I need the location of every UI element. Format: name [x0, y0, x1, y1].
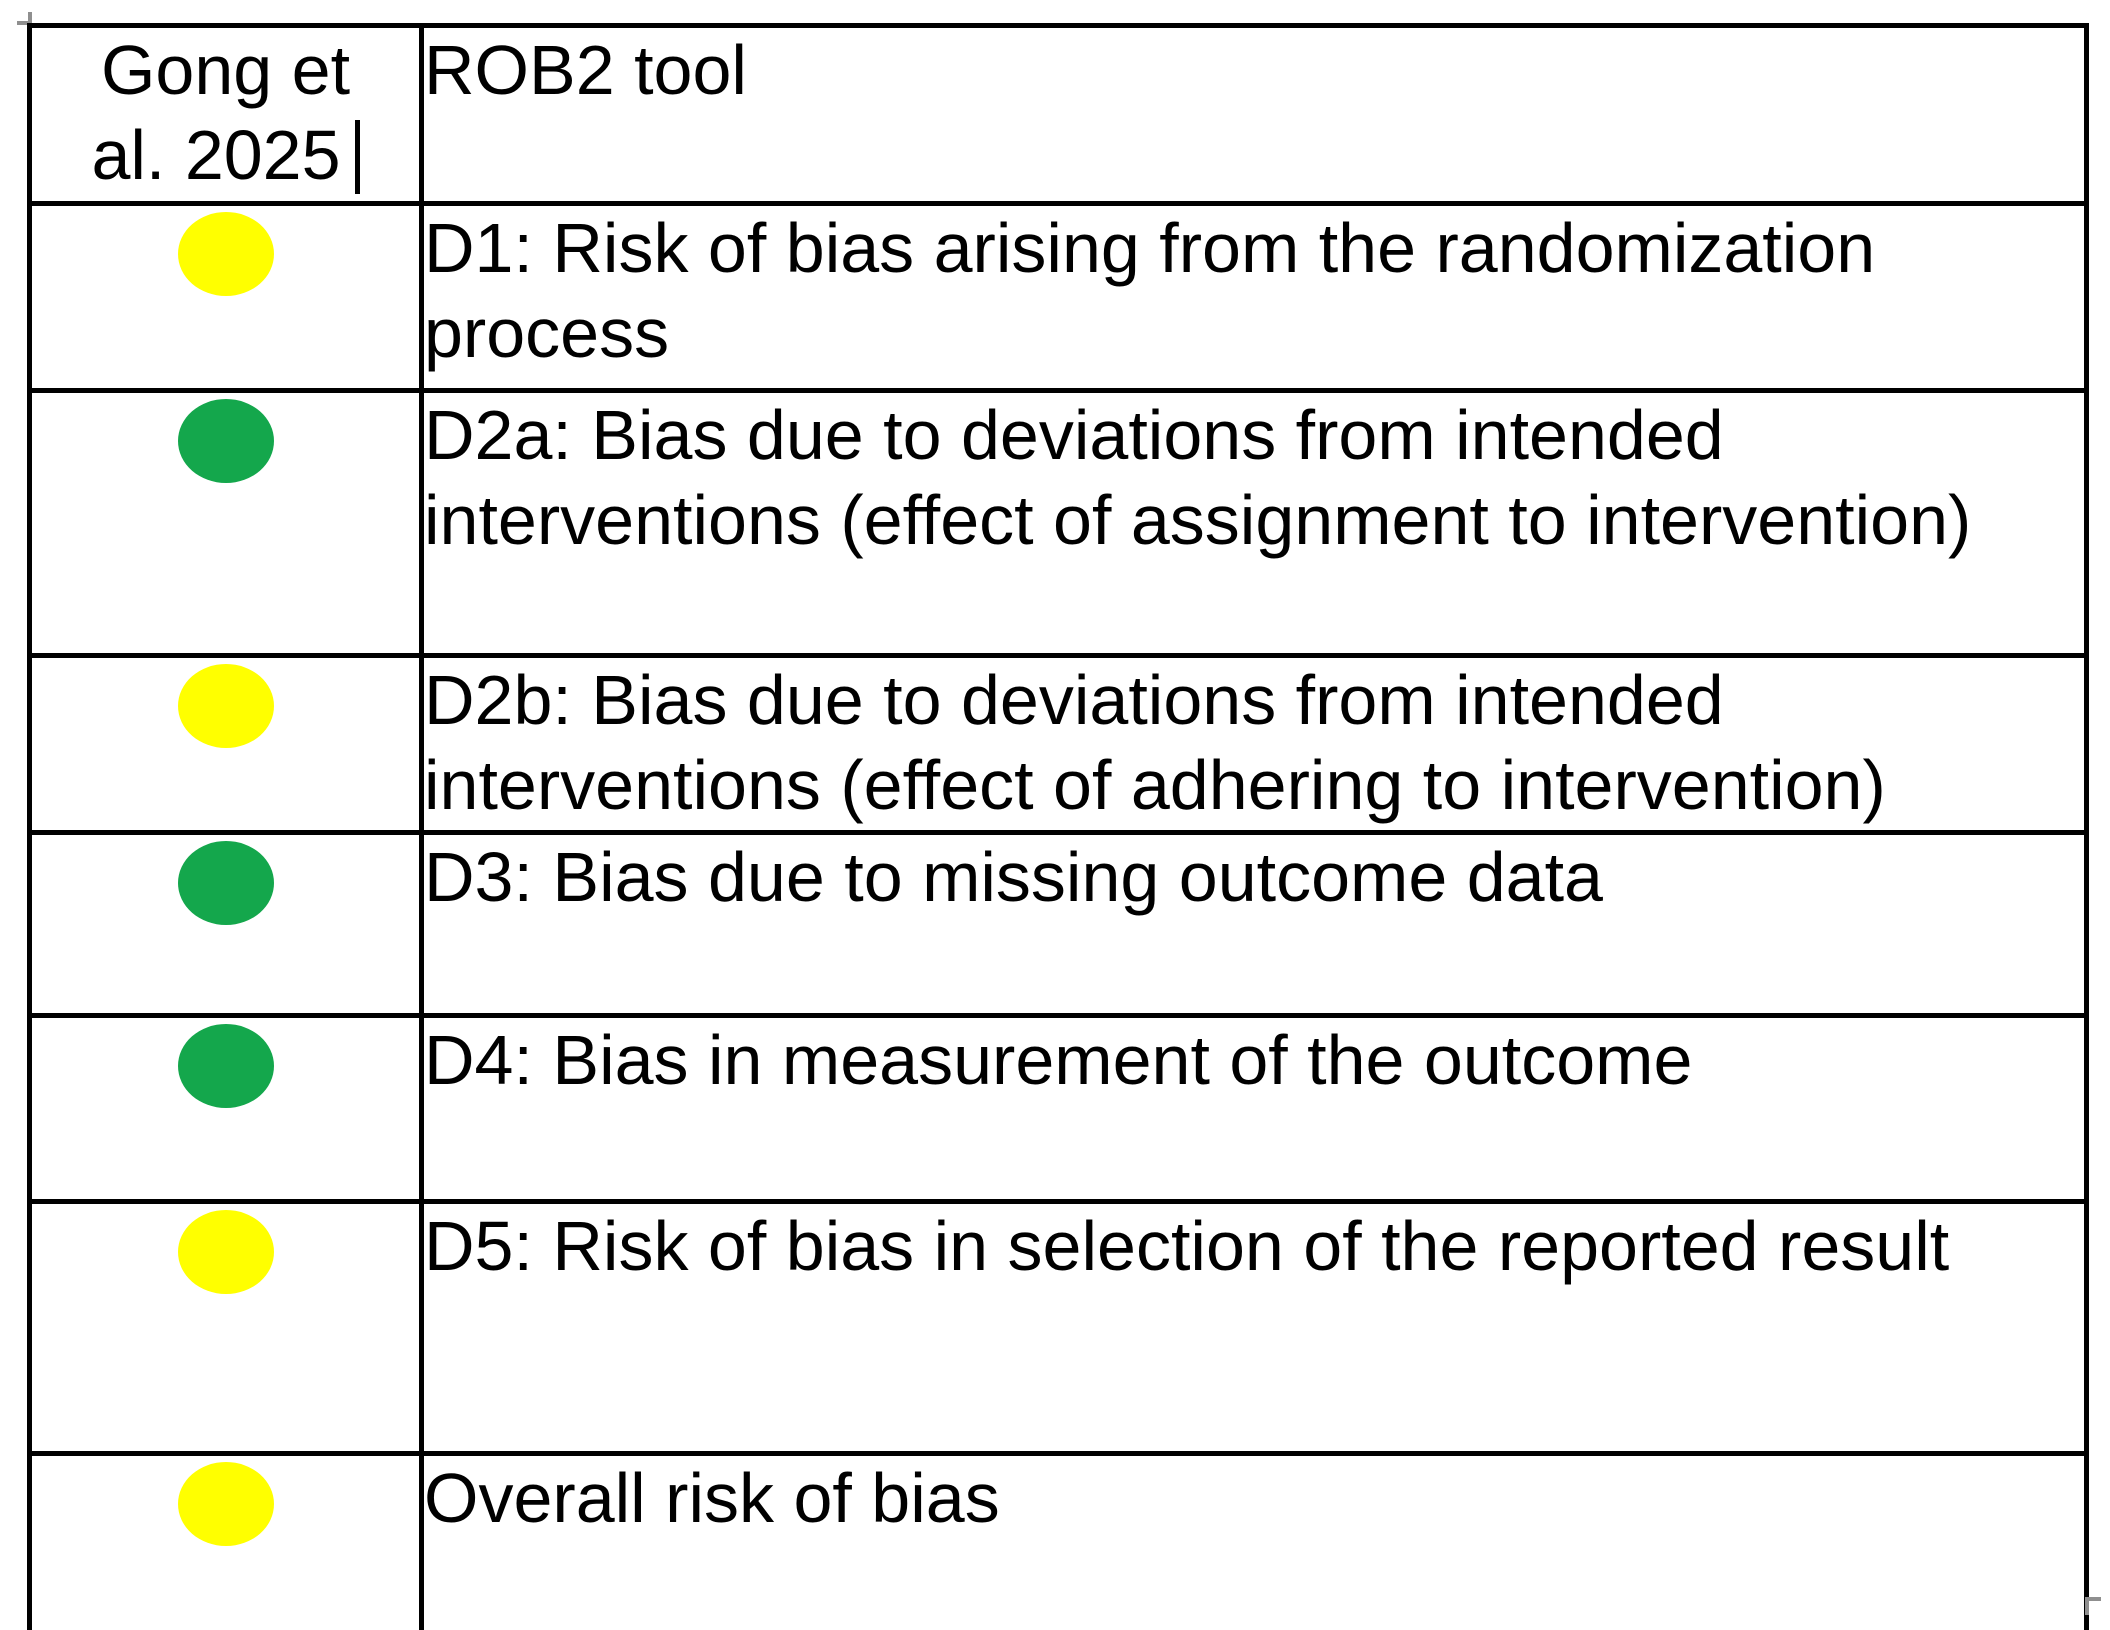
- domain-label-cell[interactable]: Overall risk of bias: [419, 1451, 2089, 1630]
- domain-label-cell[interactable]: D1: Risk of bias arising from the random…: [419, 201, 2089, 393]
- domain-label-cell[interactable]: D2b: Bias due to deviations from intende…: [419, 653, 2089, 835]
- rating-cell[interactable]: [27, 1199, 424, 1456]
- rating-cell[interactable]: [27, 1013, 424, 1204]
- table-row-d4: D4: Bias in measurement of the outcome: [27, 1013, 2089, 1204]
- domain-label: Overall risk of bias: [424, 1459, 1000, 1537]
- rating-cell[interactable]: [27, 830, 424, 1018]
- risk-rating-dot: [177, 840, 274, 925]
- domain-label: D2b: Bias due to deviations from intende…: [424, 661, 1886, 824]
- text-cursor: [354, 120, 360, 194]
- table-row-overall: Overall risk of bias: [27, 1451, 2089, 1630]
- domain-label-cell[interactable]: D2a: Bias due to deviations from intende…: [419, 388, 2089, 658]
- domain-label-cell[interactable]: D3: Bias due to missing outcome data: [419, 830, 2089, 1018]
- rating-cell[interactable]: [27, 388, 424, 658]
- risk-rating-dot: [177, 1461, 274, 1546]
- risk-rating-dot: [177, 1209, 274, 1294]
- table-row-d3: D3: Bias due to missing outcome data: [27, 830, 2089, 1018]
- study-name: Gong et al. 2025: [91, 31, 351, 194]
- rob2-table: Gong et al. 2025 ROB2 tool D1: Risk of b…: [27, 23, 2089, 1630]
- table-row-d5: D5: Risk of bias in selection of the rep…: [27, 1199, 2089, 1456]
- table-row-d1: D1: Risk of bias arising from the random…: [27, 201, 2089, 393]
- table-row-d2a: D2a: Bias due to deviations from intende…: [27, 388, 2089, 658]
- risk-rating-dot: [177, 663, 274, 748]
- risk-rating-dot: [177, 398, 274, 483]
- tool-header-cell[interactable]: ROB2 tool: [419, 23, 2089, 206]
- table-header-row: Gong et al. 2025 ROB2 tool: [27, 23, 2089, 206]
- table-row-d2b: D2b: Bias due to deviations from intende…: [27, 653, 2089, 835]
- risk-rating-dot: [177, 211, 274, 296]
- domain-label: D4: Bias in measurement of the outcome: [424, 1021, 1693, 1099]
- rating-cell[interactable]: [27, 1451, 424, 1630]
- rating-cell[interactable]: [27, 653, 424, 835]
- domain-label: D1: Risk of bias arising from the random…: [424, 209, 1876, 372]
- study-header-cell[interactable]: Gong et al. 2025: [27, 23, 424, 206]
- domain-label: D5: Risk of bias in selection of the rep…: [424, 1207, 1950, 1285]
- domain-label: D2a: Bias due to deviations from intende…: [424, 396, 1972, 559]
- table-resize-handle-artifact[interactable]: [2085, 1597, 2101, 1615]
- domain-label-cell[interactable]: D4: Bias in measurement of the outcome: [419, 1013, 2089, 1204]
- tool-name: ROB2 tool: [424, 31, 747, 109]
- rating-cell[interactable]: [27, 201, 424, 393]
- domain-label-cell[interactable]: D5: Risk of bias in selection of the rep…: [419, 1199, 2089, 1456]
- risk-rating-dot: [177, 1023, 274, 1108]
- table-move-handle-artifact[interactable]: [17, 12, 32, 25]
- domain-label: D3: Bias due to missing outcome data: [424, 838, 1603, 916]
